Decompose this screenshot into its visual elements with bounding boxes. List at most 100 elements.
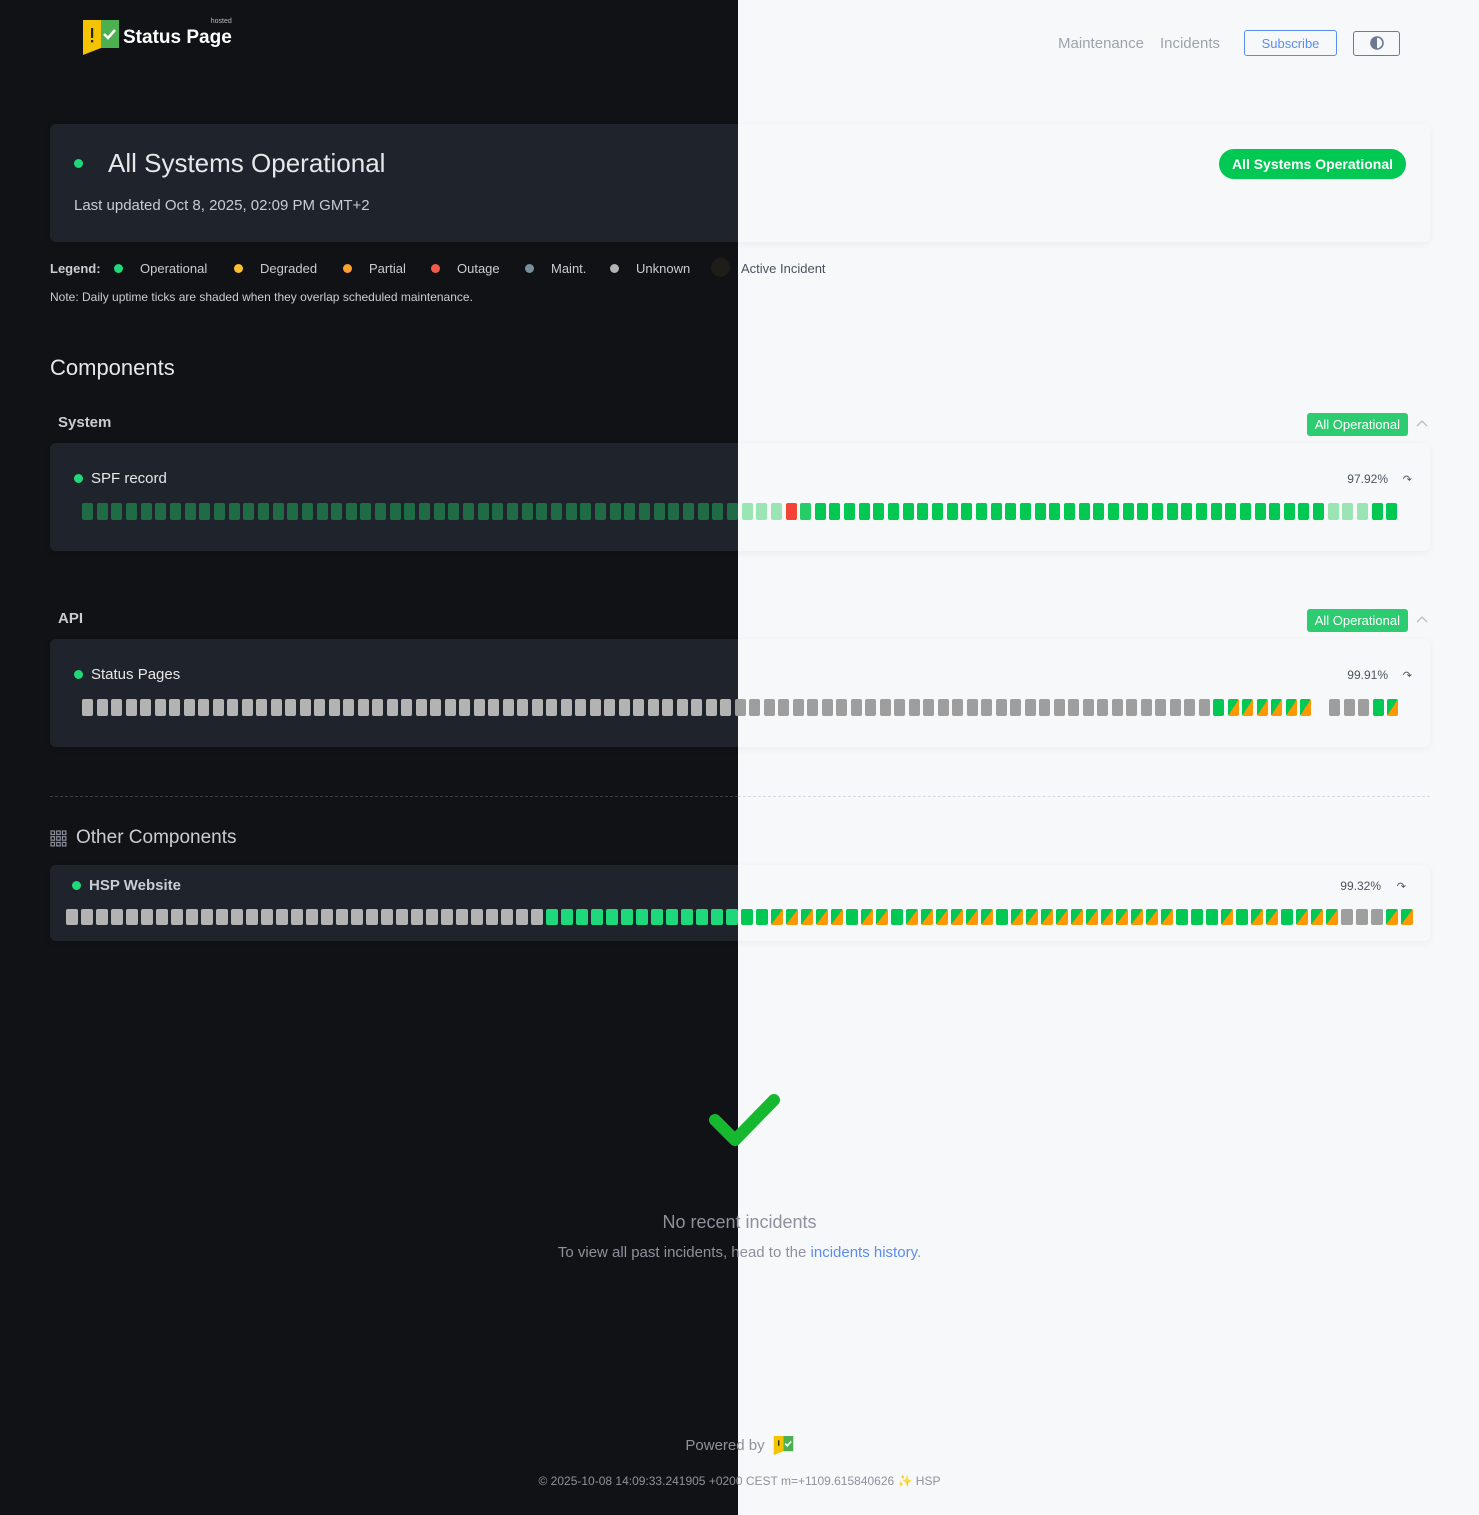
uptime-tick[interactable] xyxy=(1225,503,1237,520)
uptime-tick[interactable] xyxy=(1266,909,1278,925)
uptime-tick[interactable] xyxy=(404,503,416,520)
uptime-tick[interactable] xyxy=(580,503,592,520)
uptime-tick[interactable] xyxy=(1239,503,1251,520)
uptime-tick[interactable] xyxy=(111,503,123,520)
uptime-tick[interactable] xyxy=(517,699,528,716)
uptime-tick[interactable] xyxy=(1221,909,1233,925)
uptime-tick[interactable] xyxy=(1041,909,1053,925)
uptime-tick[interactable] xyxy=(551,503,562,520)
uptime-tick[interactable] xyxy=(1026,909,1038,925)
uptime-tick[interactable] xyxy=(696,909,708,925)
uptime-tick[interactable] xyxy=(285,699,296,716)
uptime-tick[interactable] xyxy=(1024,699,1036,716)
uptime-tick[interactable] xyxy=(231,909,243,925)
uptime-tick[interactable] xyxy=(1137,503,1149,520)
uptime-tick[interactable] xyxy=(1184,699,1195,716)
subscribe-button[interactable]: Subscribe xyxy=(1244,30,1337,56)
uptime-tick[interactable] xyxy=(81,909,93,925)
component-card[interactable]: HSP Website 99.32% ↷ xyxy=(50,865,1430,941)
uptime-tick[interactable] xyxy=(154,699,166,716)
uptime-tick[interactable] xyxy=(1386,503,1398,520)
uptime-tick[interactable] xyxy=(1140,699,1152,716)
uptime-tick[interactable] xyxy=(995,699,1007,716)
uptime-tick[interactable] xyxy=(1371,909,1383,925)
uptime-tick[interactable] xyxy=(216,909,228,925)
uptime-tick[interactable] xyxy=(609,503,621,520)
uptime-tick[interactable] xyxy=(711,909,723,925)
uptime-tick[interactable] xyxy=(198,699,209,716)
uptime-tick[interactable] xyxy=(936,909,948,925)
uptime-tick[interactable] xyxy=(411,909,423,925)
uptime-tick[interactable] xyxy=(647,699,659,716)
uptime-tick[interactable] xyxy=(606,909,618,925)
uptime-tick[interactable] xyxy=(807,699,818,716)
component-card[interactable]: Status Pages 99.91% ↷ xyxy=(50,639,1430,747)
uptime-tick[interactable] xyxy=(1251,909,1263,925)
uptime-tick[interactable] xyxy=(456,909,468,925)
uptime-tick[interactable] xyxy=(1342,503,1354,520)
uptime-tick[interactable] xyxy=(1005,503,1017,520)
uptime-tick[interactable] xyxy=(169,699,180,716)
uptime-tick[interactable] xyxy=(1341,909,1353,925)
uptime-tick[interactable] xyxy=(1101,909,1113,925)
uptime-tick[interactable] xyxy=(372,699,383,716)
uptime-tick[interactable] xyxy=(1206,909,1218,925)
uptime-tick[interactable] xyxy=(666,909,678,925)
uptime-tick[interactable] xyxy=(1034,503,1046,520)
uptime-tick[interactable] xyxy=(879,699,891,716)
uptime-tick[interactable] xyxy=(792,699,804,716)
uptime-tick[interactable] xyxy=(604,699,615,716)
uptime-tick[interactable] xyxy=(1313,503,1325,520)
uptime-tick[interactable] xyxy=(256,699,267,716)
uptime-tick[interactable] xyxy=(902,503,914,520)
uptime-tick[interactable] xyxy=(501,909,513,925)
uptime-tick[interactable] xyxy=(814,503,826,520)
uptime-tick[interactable] xyxy=(1213,699,1224,716)
uptime-tick[interactable] xyxy=(351,909,363,925)
uptime-tick[interactable] xyxy=(1155,699,1166,716)
uptime-tick[interactable] xyxy=(1326,909,1338,925)
uptime-tick[interactable] xyxy=(1116,909,1128,925)
uptime-tick[interactable] xyxy=(1181,503,1193,520)
uptime-tick[interactable] xyxy=(213,503,225,520)
uptime-tick[interactable] xyxy=(276,909,288,925)
refresh-icon[interactable]: ↷ xyxy=(1402,670,1412,682)
uptime-tick[interactable] xyxy=(682,503,694,520)
uptime-tick[interactable] xyxy=(906,909,918,925)
uptime-tick[interactable] xyxy=(990,503,1002,520)
uptime-tick[interactable] xyxy=(1271,699,1282,716)
uptime-tick[interactable] xyxy=(888,503,900,520)
uptime-tick[interactable] xyxy=(66,909,78,925)
uptime-tick[interactable] xyxy=(720,699,731,716)
uptime-tick[interactable] xyxy=(184,503,196,520)
uptime-tick[interactable] xyxy=(396,909,408,925)
uptime-tick[interactable] xyxy=(448,503,460,520)
uptime-tick[interactable] xyxy=(691,699,702,716)
uptime-tick[interactable] xyxy=(433,503,445,520)
uptime-tick[interactable] xyxy=(1166,503,1178,520)
uptime-tick[interactable] xyxy=(1056,909,1068,925)
uptime-tick[interactable] xyxy=(1401,909,1413,925)
uptime-tick[interactable] xyxy=(816,909,828,925)
uptime-tick[interactable] xyxy=(785,503,797,520)
uptime-tick[interactable] xyxy=(1195,503,1207,520)
uptime-tick[interactable] xyxy=(1227,699,1239,716)
uptime-tick[interactable] xyxy=(546,699,557,716)
uptime-tick[interactable] xyxy=(1236,909,1248,925)
uptime-tick[interactable] xyxy=(951,909,963,925)
uptime-tick[interactable] xyxy=(636,909,648,925)
uptime-tick[interactable] xyxy=(756,503,768,520)
uptime-tick[interactable] xyxy=(345,503,357,520)
nav-maintenance[interactable]: Maintenance xyxy=(1058,34,1144,52)
uptime-tick[interactable] xyxy=(331,503,343,520)
uptime-tick[interactable] xyxy=(1063,503,1075,520)
uptime-tick[interactable] xyxy=(227,699,238,716)
uptime-tick[interactable] xyxy=(712,503,724,520)
uptime-tick[interactable] xyxy=(270,699,282,716)
uptime-tick[interactable] xyxy=(741,909,753,925)
uptime-tick[interactable] xyxy=(1049,503,1061,520)
uptime-tick[interactable] xyxy=(241,699,253,716)
uptime-tick[interactable] xyxy=(1285,699,1297,716)
component-card[interactable]: SPF record 97.92% ↷ xyxy=(50,443,1430,551)
uptime-tick[interactable] xyxy=(741,503,753,520)
